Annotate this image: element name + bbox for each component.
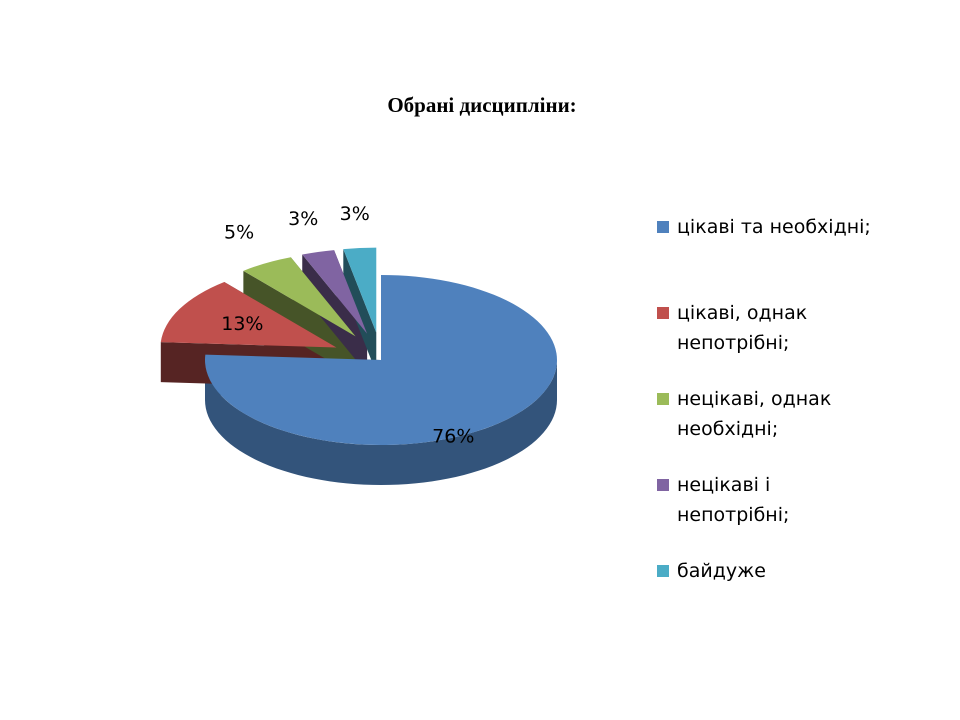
- legend-swatch: [657, 393, 669, 405]
- legend-swatch: [657, 479, 669, 491]
- data-label: 76%: [432, 426, 474, 448]
- legend-item: нецікаві і непотрібні;: [657, 470, 882, 530]
- legend-swatch: [657, 307, 669, 319]
- pie-slice: [160, 282, 337, 348]
- legend-item: нецікаві, однак необхідні;: [657, 384, 882, 444]
- legend-label: нецікаві і непотрібні;: [677, 474, 790, 526]
- legend-label: цікаві, однак непотрібні;: [677, 302, 808, 354]
- legend-item: цікаві та необхідні;: [657, 212, 882, 242]
- legend-item: байдуже: [657, 556, 882, 586]
- legend-label: байдуже: [677, 560, 766, 582]
- pie-slice: [205, 275, 557, 445]
- legend-label: нецікаві, однак необхідні;: [677, 388, 832, 440]
- pie-side: [343, 249, 377, 373]
- chart-title: Обрані дисципліни:: [387, 93, 576, 117]
- legend-swatch: [657, 221, 669, 233]
- pie-side: [243, 270, 356, 377]
- data-labels: 76% 13% 5% 3% 3%: [221, 203, 474, 448]
- pie-slice: [343, 247, 377, 333]
- data-label: 5%: [224, 222, 254, 244]
- pie-side: [205, 360, 557, 485]
- data-label: 3%: [288, 208, 318, 230]
- legend: цікаві та необхідні; цікаві, однак непотр…: [657, 212, 882, 612]
- data-label: 3%: [340, 203, 370, 225]
- legend-item: цікаві, однак непотрібні;: [657, 298, 882, 358]
- pie-slice: [243, 257, 356, 337]
- pie-slice: [302, 250, 368, 334]
- legend-swatch: [657, 565, 669, 577]
- pie-tops: [160, 247, 557, 445]
- legend-label: цікаві та необхідні;: [677, 216, 871, 238]
- data-label: 13%: [221, 313, 263, 335]
